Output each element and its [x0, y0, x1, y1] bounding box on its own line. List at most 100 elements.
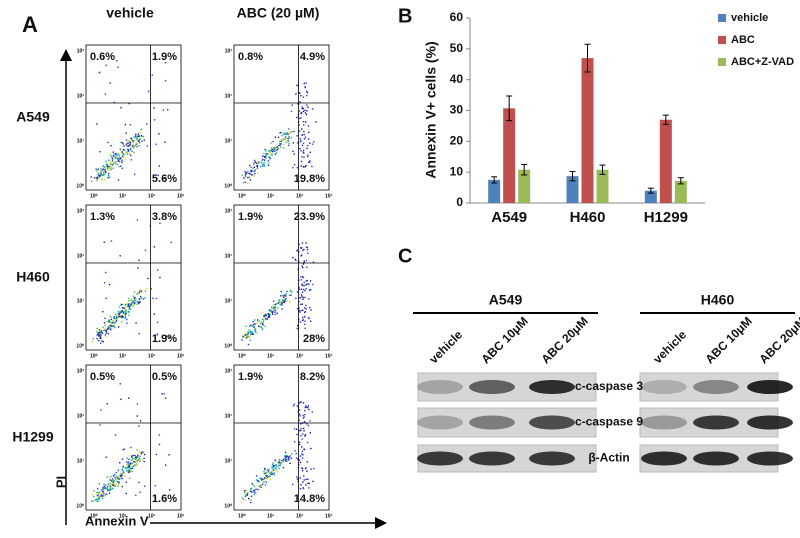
event-dot [272, 462, 274, 464]
event-dot [286, 455, 289, 457]
event-dot [309, 306, 311, 309]
blot-band [693, 380, 739, 394]
tick-label: 10⁰ [238, 353, 246, 359]
event-dot [312, 480, 314, 483]
event-dot [291, 291, 293, 293]
event-dot [107, 166, 110, 168]
event-dot [104, 317, 106, 320]
legend-label: ABC [731, 34, 755, 46]
event-dot [304, 109, 306, 112]
event-dot [304, 409, 306, 412]
event-dot [96, 170, 98, 172]
event-dot [299, 455, 302, 457]
event-dot [95, 177, 98, 179]
event-dot [98, 333, 101, 335]
x-tick-label: H460 [570, 209, 606, 226]
event-dot [141, 459, 144, 461]
event-dot [276, 149, 278, 151]
event-dot [106, 403, 108, 405]
event-dot [109, 315, 112, 318]
event-dot [156, 321, 159, 323]
event-dot [254, 328, 257, 330]
event-dot [262, 324, 264, 326]
bar [644, 190, 657, 203]
event-dot [146, 145, 149, 147]
event-dot [285, 455, 287, 457]
event-dot [136, 219, 139, 221]
tick-label: 10³ [77, 48, 85, 54]
event-dot [301, 284, 304, 287]
event-dot [295, 259, 297, 262]
event-dot [120, 149, 122, 151]
event-dot [97, 168, 99, 171]
event-dot [127, 311, 129, 313]
event-dot [117, 313, 120, 315]
event-dot [250, 333, 252, 336]
plot-frame [85, 44, 182, 191]
tick-label: 10⁰ [90, 513, 98, 519]
event-dot [303, 156, 305, 158]
event-dot [96, 331, 98, 333]
event-dot [311, 165, 313, 168]
event-dot [288, 458, 290, 460]
event-dot [299, 311, 301, 313]
event-dot [289, 290, 291, 292]
event-dot [275, 461, 277, 463]
event-dot [102, 171, 105, 173]
event-dot [241, 497, 243, 499]
event-dot [282, 147, 285, 149]
legend-swatch [718, 58, 726, 66]
event-dot [104, 494, 107, 496]
event-dot [302, 454, 304, 456]
bar [488, 179, 501, 203]
event-dot [114, 326, 116, 329]
event-dot [299, 459, 301, 461]
event-dot [302, 276, 305, 279]
event-dot [260, 479, 263, 481]
tick-label: 10² [296, 353, 304, 359]
event-dot [247, 335, 249, 337]
event-dot [132, 295, 135, 297]
event-dot [266, 318, 268, 320]
event-dot [126, 466, 128, 469]
event-dot [144, 297, 146, 299]
event-dot [249, 501, 252, 504]
event-dot [303, 82, 305, 85]
event-dot [107, 169, 109, 172]
quadrant-value: 1.9% [152, 51, 177, 63]
event-dot [101, 178, 103, 181]
event-dot [302, 309, 304, 312]
event-dot [132, 141, 134, 143]
event-dot [299, 141, 302, 143]
y-tick-label: 40 [450, 72, 464, 86]
event-dot [123, 145, 125, 147]
event-dot [130, 299, 132, 302]
event-dot [266, 476, 269, 479]
event-dot [127, 467, 129, 469]
quadrant-value: 19.8% [294, 173, 325, 185]
event-dot [134, 464, 137, 466]
event-dot [125, 461, 128, 463]
event-dot [92, 493, 94, 496]
event-dot [100, 329, 103, 332]
event-dot [302, 107, 305, 110]
event-dot [98, 173, 100, 175]
event-dot [301, 106, 303, 108]
event-dot [302, 298, 304, 301]
event-dot [134, 173, 136, 176]
event-dot [169, 336, 171, 338]
event-dot [260, 321, 263, 323]
event-dot [303, 281, 305, 284]
event-dot [129, 454, 131, 457]
event-dot [114, 476, 116, 479]
event-dot [301, 438, 304, 440]
event-dot [306, 91, 309, 94]
event-dot [275, 152, 278, 154]
event-dot [252, 161, 255, 164]
event-dot [264, 325, 266, 327]
event-dot [99, 151, 101, 153]
event-dot [101, 494, 104, 497]
event-dot [110, 316, 113, 319]
event-dot [130, 298, 133, 300]
event-dot [270, 153, 272, 156]
